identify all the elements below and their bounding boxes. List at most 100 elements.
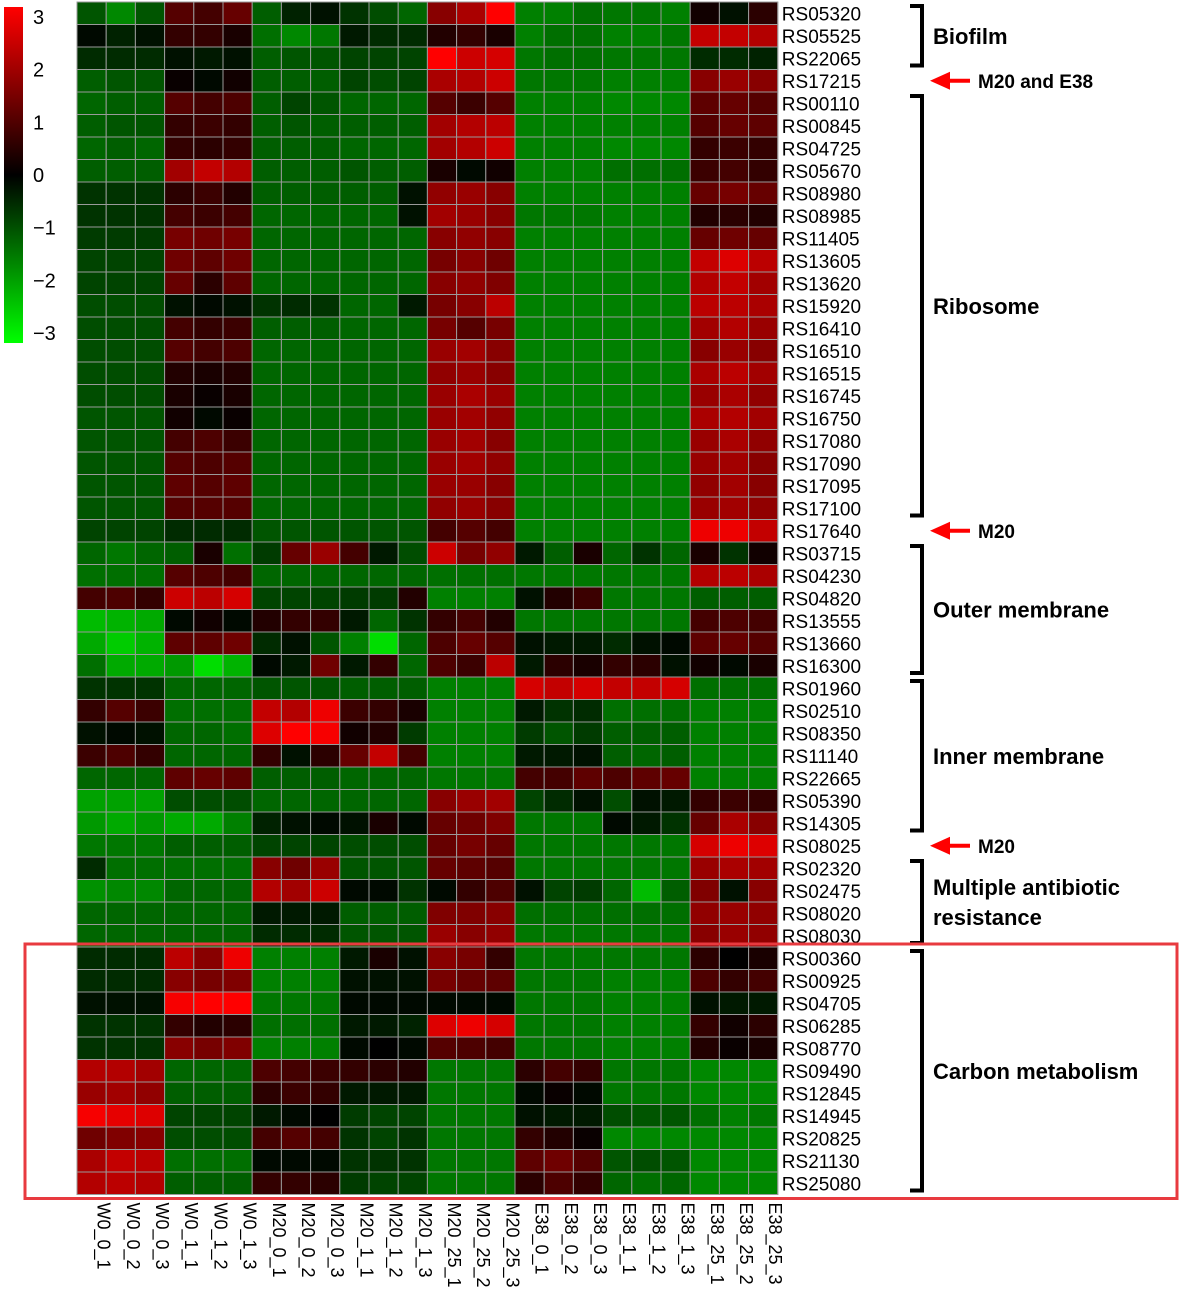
highlight-box (23, 942, 1179, 1200)
heatmap-cell (456, 654, 487, 678)
heatmap-cell (105, 834, 136, 858)
heatmap-cell (572, 586, 604, 610)
heatmap-cell (280, 46, 312, 70)
heatmap-cell (105, 339, 136, 363)
heatmap-cell (543, 91, 574, 115)
heatmap-cell (485, 316, 516, 340)
heatmap-cell (134, 429, 166, 453)
heatmap-cell (660, 991, 691, 1015)
heatmap-cell (368, 204, 399, 228)
heatmap-cell (660, 564, 691, 588)
heatmap-cell (426, 1126, 458, 1150)
heatmap-cell (251, 676, 282, 700)
column-label: E38_0_2 (560, 1203, 581, 1275)
heatmap-cell (368, 1126, 399, 1150)
heatmap-cell (660, 1036, 691, 1060)
heatmap-cell (397, 856, 428, 880)
heatmap-cell (748, 654, 779, 678)
heatmap-cell (193, 969, 224, 993)
heatmap-cell (456, 1104, 487, 1128)
heatmap-cell (485, 586, 516, 610)
heatmap-cell (251, 69, 282, 93)
heatmap-cell (310, 1104, 341, 1128)
heatmap-cell (134, 1126, 166, 1150)
heatmap-cell (397, 631, 428, 655)
heatmap-cell (514, 159, 545, 183)
heatmap-cell (426, 136, 458, 160)
heatmap-cell (222, 1036, 253, 1060)
heatmap-cell (222, 856, 253, 880)
heatmap-cells (76, 1, 779, 1195)
heatmap-cell (193, 46, 224, 70)
heatmap-cell (543, 114, 574, 138)
heatmap-cell (426, 654, 458, 678)
heatmap-cell (572, 519, 604, 543)
heatmap-cell (485, 631, 516, 655)
heatmap-cell (689, 46, 720, 70)
heatmap-cell (456, 856, 487, 880)
heatmap-cell (164, 946, 195, 970)
heatmap-cell (514, 879, 545, 903)
heatmap-cell (748, 1, 779, 25)
heatmap-cell (718, 631, 750, 655)
heatmap-cell (251, 541, 282, 565)
heatmap-cell (543, 1149, 574, 1173)
heatmap-cell (689, 519, 720, 543)
heatmap-cell (76, 811, 107, 835)
heatmap-cell (748, 676, 779, 700)
heatmap-cell (748, 1149, 779, 1173)
heatmap-cell (193, 654, 224, 678)
heatmap-cell (397, 204, 428, 228)
heatmap-cell (368, 631, 399, 655)
heatmap-cell (134, 879, 166, 903)
heatmap-cell (134, 24, 166, 48)
heatmap-cell (76, 136, 107, 160)
row-label: RS08020 (782, 904, 861, 925)
heatmap-cell (251, 879, 282, 903)
heatmap-cell (602, 451, 633, 475)
heatmap-cell (572, 834, 604, 858)
heatmap-cell (164, 654, 195, 678)
heatmap-cell (514, 1036, 545, 1060)
heatmap-cell (397, 1126, 428, 1150)
heatmap-cell (251, 114, 282, 138)
heatmap-cell (748, 789, 779, 813)
heatmap-cell (602, 1059, 633, 1083)
heatmap-cell (310, 1126, 341, 1150)
heatmap-cell (543, 1126, 574, 1150)
heatmap-cell (660, 406, 691, 430)
heatmap-cell (426, 1036, 458, 1060)
heatmap-cell (193, 204, 224, 228)
heatmap-cell (485, 901, 516, 925)
heatmap-cell (76, 294, 107, 318)
heatmap-cell (631, 1171, 662, 1195)
heatmap-cell (689, 991, 720, 1015)
heatmap-cell (310, 631, 341, 655)
heatmap-cell (280, 249, 312, 273)
heatmap-cell (222, 226, 253, 250)
heatmap-cell (748, 1059, 779, 1083)
heatmap-cell (689, 226, 720, 250)
heatmap-cell (310, 1059, 341, 1083)
heatmap-cell (426, 451, 458, 475)
heatmap-cell (164, 406, 195, 430)
heatmap-cell (280, 654, 312, 678)
heatmap-cell (631, 721, 662, 745)
heatmap-cell (368, 721, 399, 745)
heatmap-cell (76, 744, 107, 768)
heatmap-cell (397, 901, 428, 925)
heatmap-cell (164, 879, 195, 903)
heatmap-cell (251, 1126, 282, 1150)
heatmap-cell (105, 271, 136, 295)
heatmap-cell (543, 361, 574, 385)
heatmap-cell (397, 721, 428, 745)
heatmap-cell (193, 474, 224, 498)
heatmap-cell (105, 114, 136, 138)
arrow-label: M20 (978, 837, 1015, 858)
heatmap-cell (193, 811, 224, 835)
heatmap-cell (572, 316, 604, 340)
heatmap-cell (251, 24, 282, 48)
heatmap-cell (339, 294, 370, 318)
heatmap-cell (105, 451, 136, 475)
heatmap-cell (339, 339, 370, 363)
